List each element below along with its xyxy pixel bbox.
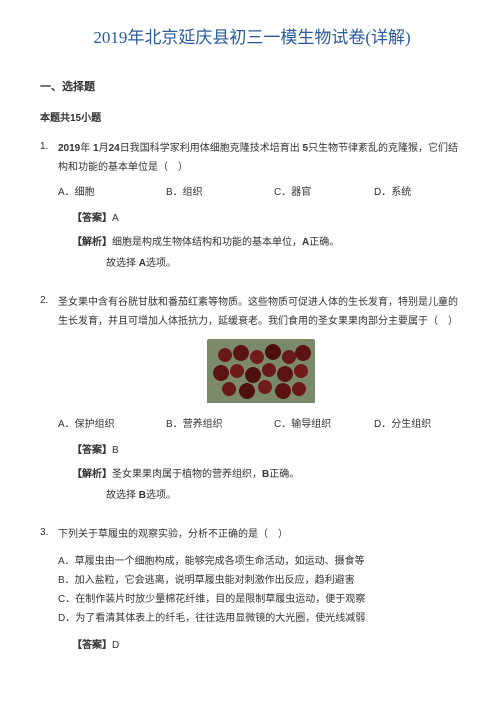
text-frag: 月 bbox=[99, 143, 109, 154]
option-a: A．草履虫由一个细胞构成，能够完成各项生命活动，如运动、摄食等 bbox=[58, 552, 464, 571]
question-number: 2. bbox=[40, 293, 48, 309]
option-d: D．分生组织 bbox=[374, 417, 431, 433]
text-frag: 故选择 bbox=[106, 490, 139, 501]
text-frag: 日我国科学家利用体细胞克隆技术培育出 bbox=[120, 143, 303, 154]
figure-wrap bbox=[58, 339, 464, 409]
text-frag: 2019 bbox=[58, 143, 80, 154]
question-number: 3. bbox=[40, 525, 48, 541]
answer-label: 【答案】 bbox=[72, 445, 112, 456]
text-frag: A bbox=[139, 258, 146, 269]
text-frag: 正确。 bbox=[269, 469, 299, 480]
answer-line: 【答案】B bbox=[72, 443, 464, 459]
options-row: A．细胞 B．组织 C．器官 D．系统 bbox=[58, 185, 464, 201]
section-heading: 一、选择题 bbox=[40, 79, 464, 97]
tomato-image bbox=[207, 339, 315, 403]
option-c: C．输导组织 bbox=[274, 417, 374, 433]
answer-value: A bbox=[112, 213, 119, 224]
option-b: B．加入盐粒，它会逃离，说明草履虫能对刺激作出反应，趋利避害 bbox=[58, 571, 464, 590]
text-frag: B bbox=[139, 490, 146, 501]
text-frag: 选项。 bbox=[146, 490, 176, 501]
text-frag: 24 bbox=[109, 143, 120, 154]
option-d: D．系统 bbox=[374, 185, 411, 201]
explain-label: 【解析】 bbox=[72, 237, 112, 248]
answer-line: 【答案】A bbox=[72, 211, 464, 227]
explain-sub: 故选择 B选项。 bbox=[106, 486, 464, 505]
options-row: A．保护组织 B．营养组织 C．输导组织 D．分生组织 bbox=[58, 417, 464, 433]
page-title: 2019年北京延庆县初三一模生物试卷(详解) bbox=[40, 24, 464, 51]
text-frag: 细胞是构成生物体结构和功能的基本单位， bbox=[112, 237, 302, 248]
answer-label: 【答案】 bbox=[72, 213, 112, 224]
question-3: 3. 下列关于草履虫的观察实验，分析不正确的是（ ） A．草履虫由一个细胞构成，… bbox=[40, 525, 464, 654]
explain-label: 【解析】 bbox=[72, 469, 112, 480]
option-d: D．为了看清其体表上的纤毛，往往选用显微镜的大光圈，使光线减弱 bbox=[58, 609, 464, 628]
question-1: 1. 2019年 1月24日我国科学家利用体细胞克隆技术培育出 5只生物节律紊乱… bbox=[40, 139, 464, 273]
text-frag: 年 bbox=[80, 143, 93, 154]
text-frag: 故选择 bbox=[106, 258, 139, 269]
question-2: 2. 圣女果中含有谷胱甘肽和番茄红素等物质。这些物质可促进人体的生长发育，特别是… bbox=[40, 293, 464, 505]
option-a: A．细胞 bbox=[58, 185, 166, 201]
answer-label: 【答案】 bbox=[72, 640, 112, 651]
option-c: C．在制作装片时放少量棉花纤维，目的是限制草履虫运动，便于观察 bbox=[58, 590, 464, 609]
option-c: C．器官 bbox=[274, 185, 374, 201]
explain-line: 【解析】圣女果果肉属于植物的营养组织，B正确。 bbox=[72, 465, 464, 484]
question-text: 圣女果中含有谷胱甘肽和番茄红素等物质。这些物质可促进人体的生长发育，特别是儿童的… bbox=[58, 293, 464, 331]
options-vertical: A．草履虫由一个细胞构成，能够完成各项生命活动，如运动、摄食等 B．加入盐粒，它… bbox=[58, 552, 464, 628]
text-frag: 正确。 bbox=[309, 237, 339, 248]
section-subheading: 本题共15小题 bbox=[40, 111, 464, 127]
answer-value: B bbox=[112, 445, 119, 456]
text-frag: 选项。 bbox=[146, 258, 176, 269]
question-text: 2019年 1月24日我国科学家利用体细胞克隆技术培育出 5只生物节律紊乱的克隆… bbox=[58, 139, 464, 177]
explain-sub: 故选择 A选项。 bbox=[106, 254, 464, 273]
question-number: 1. bbox=[40, 139, 48, 155]
explain-line: 【解析】细胞是构成生物体结构和功能的基本单位，A正确。 bbox=[72, 233, 464, 252]
option-b: B．营养组织 bbox=[166, 417, 274, 433]
option-b: B．组织 bbox=[166, 185, 274, 201]
question-text: 下列关于草履虫的观察实验，分析不正确的是（ ） bbox=[58, 525, 464, 544]
option-a: A．保护组织 bbox=[58, 417, 166, 433]
answer-value: D bbox=[112, 640, 119, 651]
answer-line: 【答案】D bbox=[72, 638, 464, 654]
text-frag: 圣女果果肉属于植物的营养组织， bbox=[112, 469, 262, 480]
